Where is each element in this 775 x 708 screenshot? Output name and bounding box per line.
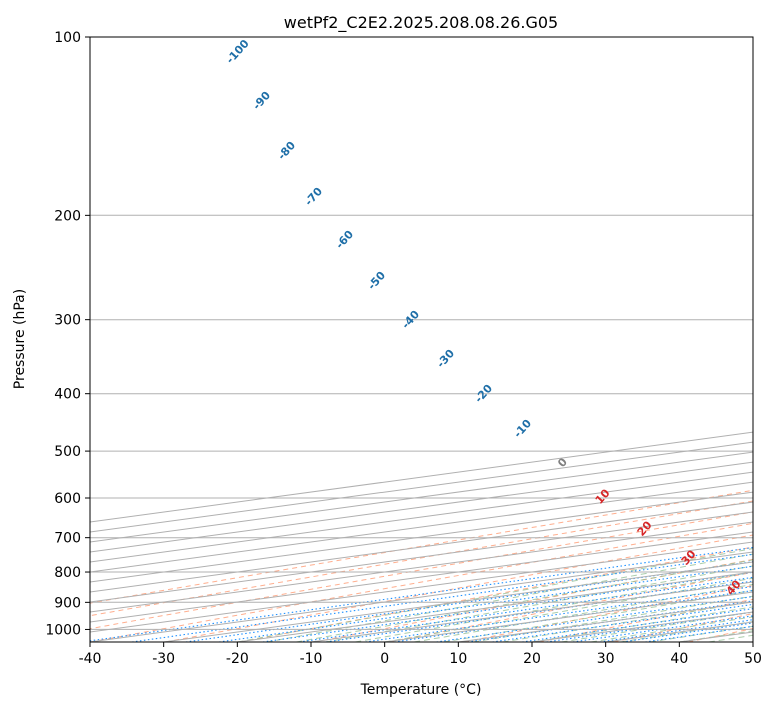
dry-adiabat: [239, 546, 753, 642]
x-tick-label: 30: [597, 651, 615, 667]
y-tick-label: 500: [54, 444, 81, 460]
moist-adiabat: [237, 548, 753, 642]
x-tick-label: -10: [300, 651, 323, 667]
mixing-ratio-line: [90, 546, 753, 642]
plot-frame: [89, 36, 754, 643]
x-tick-label: 10: [449, 651, 467, 667]
x-tick-label: 40: [670, 651, 688, 667]
y-tick-label: 300: [54, 313, 81, 329]
y-tick-label: 700: [54, 531, 81, 547]
y-tick-label: 200: [54, 208, 81, 224]
chart-title: wetPf2_C2E2.2025.208.08.26.G05: [284, 13, 558, 33]
isotherm-gridline: [90, 461, 753, 553]
x-tick-label: -40: [79, 651, 102, 667]
isotherm-gridline: [90, 511, 753, 603]
y-tick-label: 100: [54, 30, 81, 46]
isotherm-gridline: [90, 451, 753, 543]
mixing-ratio-line: [131, 553, 753, 642]
isotherm-gridline: [90, 471, 753, 563]
axes: -40 -30 -20 -10 0 10 20 30 40 50 100 200 300 400 500 60…: [45, 30, 762, 667]
y-tick-label: 1000: [45, 622, 81, 638]
x-tick-label: -20: [226, 651, 249, 667]
mixing-ratio-line: [492, 603, 753, 642]
moist-adiabat: [355, 571, 753, 642]
x-axis-label: Temperature (°C): [360, 682, 482, 698]
y-tick-label: 400: [54, 387, 81, 403]
mixing-ratio-line: [522, 608, 753, 642]
dry-adiabat: [464, 585, 753, 642]
x-tick-label: 20: [523, 651, 541, 667]
isotherm-gridline: [90, 531, 753, 623]
background-lines: [90, 37, 753, 642]
dry-adiabat: [90, 522, 753, 642]
x-tick-label: 0: [380, 651, 389, 667]
isotherm-gridline: [90, 481, 753, 573]
isotherm-gridline: [90, 491, 753, 583]
isotherm-gridline: [90, 501, 753, 593]
y-tick-label: 800: [54, 565, 81, 581]
x-tick-label: 50: [744, 651, 762, 667]
x-tick-label: -30: [152, 651, 175, 667]
dry-adiabat: [314, 558, 753, 642]
moist-adiabat: [325, 565, 753, 642]
y-tick-label: 600: [54, 491, 81, 507]
isotherm-gridline: [90, 521, 753, 613]
y-tick-label: 900: [54, 595, 81, 611]
y-axis-label: Pressure (hPa): [12, 289, 28, 389]
mixing-ratio-line: [436, 595, 753, 642]
